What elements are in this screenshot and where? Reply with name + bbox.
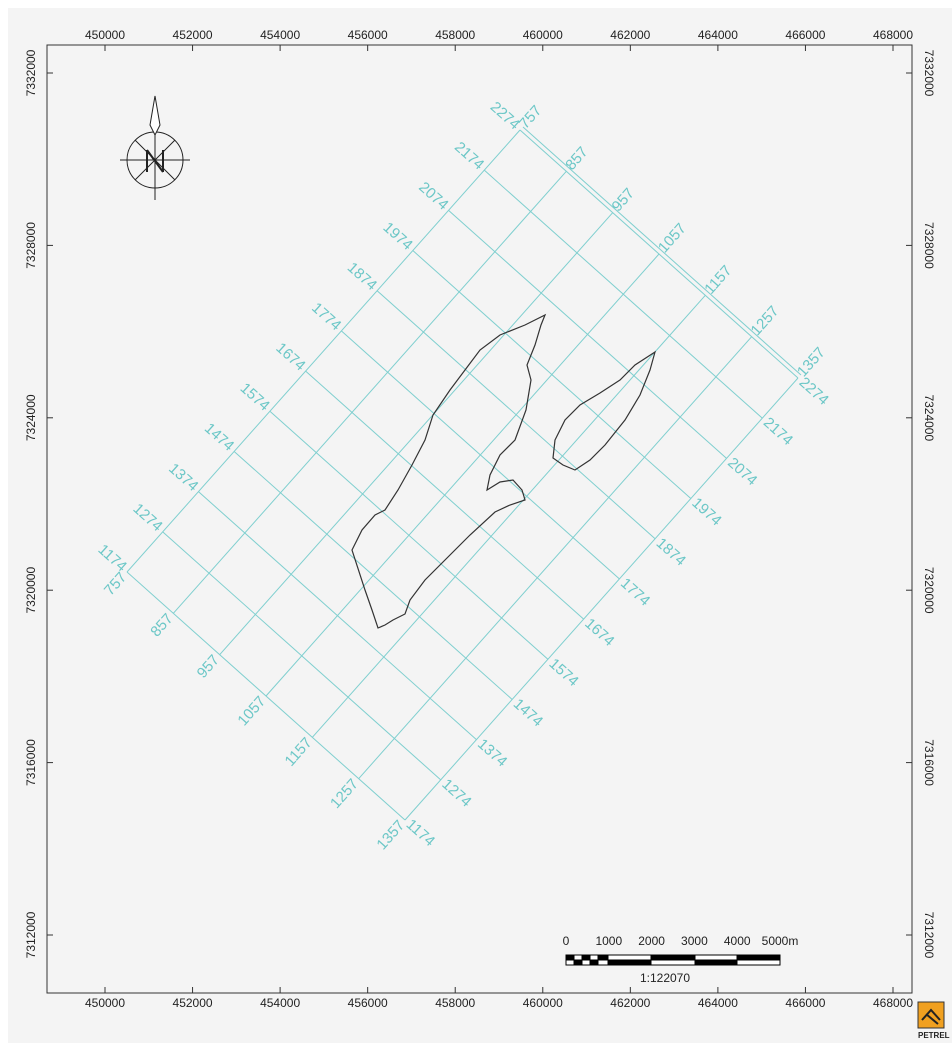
x-tick-label: 452000: [173, 996, 213, 1010]
x-tick-label: 462000: [610, 28, 650, 42]
scale-ratio: 1:122070: [640, 971, 690, 985]
y-tick-label: 7328000: [922, 222, 936, 269]
y-tick-label: 7312000: [24, 911, 38, 958]
crossline-line: [305, 370, 584, 620]
crossline-line: [162, 531, 442, 781]
y-tick-label: 7316000: [922, 739, 936, 786]
map-frame: [46, 44, 913, 994]
y-tick-label: 7332000: [922, 50, 936, 97]
y-tick-label: 7320000: [922, 567, 936, 614]
inline-line: [219, 212, 614, 655]
crossline-line: [519, 129, 799, 379]
scale-label: 1000: [595, 934, 622, 948]
scale-label: 0: [563, 934, 570, 948]
crossline-line: [483, 169, 763, 419]
y-tick-label: 7324000: [24, 394, 38, 441]
crossline-line: [269, 410, 549, 660]
x-tick-label: 468000: [873, 28, 913, 42]
scale-label: 4000: [724, 934, 751, 948]
inline-line: [404, 377, 799, 821]
x-tick-label: 452000: [173, 28, 213, 42]
crossline-line: [233, 451, 513, 700]
x-tick-label: 454000: [260, 28, 300, 42]
inline-line: [265, 253, 660, 697]
scale-label: 2000: [638, 934, 665, 948]
y-tick-label: 7332000: [24, 49, 38, 96]
y-tick-label: 7320000: [24, 567, 38, 614]
crossline-line: [448, 209, 727, 459]
logo-text: PETREL: [918, 1031, 950, 1040]
x-tick-label: 454000: [260, 996, 300, 1010]
scale-label: 3000: [681, 934, 708, 948]
x-tick-label: 456000: [348, 996, 388, 1010]
inline-line: [358, 336, 753, 779]
y-tick-label: 7328000: [24, 222, 38, 269]
scale-label: 5000m: [762, 934, 799, 948]
x-tick-label: 458000: [435, 996, 475, 1010]
frame-minor-ticks: [47, 45, 912, 993]
survey-grid: [126, 126, 802, 821]
crossline-line: [341, 330, 620, 580]
scale-labels: 0 1000 2000 3000 4000 5000m: [563, 934, 799, 948]
y-tick-label: 7312000: [922, 912, 936, 959]
grid-edge: [522, 126, 802, 376]
polygon-outline: [351, 313, 547, 629]
x-tick-label: 460000: [523, 996, 563, 1010]
scale-bar: [565, 954, 781, 966]
logo: PETREL: [917, 1001, 950, 1040]
x-tick-label: 458000: [435, 28, 475, 42]
north-arrow: [120, 95, 190, 200]
x-tick-label: 464000: [698, 996, 738, 1010]
crossline-line: [198, 491, 477, 741]
x-tick-label: 466000: [785, 28, 825, 42]
y-tick-label: 7316000: [24, 739, 38, 786]
x-tick-label: 462000: [610, 996, 650, 1010]
x-tick-label: 450000: [85, 996, 125, 1010]
crossline-line: [376, 290, 656, 540]
inline-line: [311, 295, 706, 738]
inline-line: [172, 171, 567, 614]
crossline-line: [126, 571, 406, 821]
polygon-outline: [552, 350, 657, 471]
x-tick-label: 468000: [873, 996, 913, 1010]
x-tick-label: 456000: [348, 28, 388, 42]
x-tick-label: 464000: [698, 28, 738, 42]
y-tick-label: 7324000: [922, 394, 936, 441]
inline-line: [126, 129, 521, 573]
x-tick-label: 466000: [785, 996, 825, 1010]
x-tick-label: 460000: [523, 28, 563, 42]
crossline-line: [412, 250, 692, 499]
x-tick-label: 450000: [85, 28, 125, 42]
